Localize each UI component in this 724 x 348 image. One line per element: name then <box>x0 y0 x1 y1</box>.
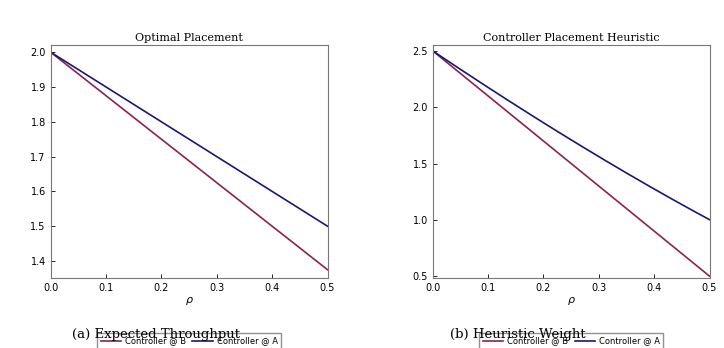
Line: Controller @ A: Controller @ A <box>433 51 710 220</box>
Title: Controller Placement Heuristic: Controller Placement Heuristic <box>483 33 660 43</box>
X-axis label: ρ: ρ <box>185 295 193 304</box>
Controller @ A <box>180 134 188 138</box>
X-axis label: ρ: ρ <box>568 295 575 304</box>
Controller @ B <box>323 268 332 272</box>
Controller @ B <box>211 180 220 184</box>
Controller @ A <box>593 154 602 158</box>
Controller @ A <box>562 135 571 139</box>
Title: Optimal Placement: Optimal Placement <box>135 33 243 43</box>
Line: Controller @ B: Controller @ B <box>51 52 327 270</box>
Controller @ B <box>273 228 282 232</box>
Controller @ A <box>699 214 707 218</box>
Controller @ B <box>196 168 205 172</box>
Controller @ B <box>578 171 587 175</box>
Controller @ A <box>705 218 714 222</box>
Controller @ A <box>655 190 664 194</box>
Controller @ A <box>211 154 220 158</box>
Controller @ A <box>429 49 437 53</box>
Text: (b) Heuristic Weight: (b) Heuristic Weight <box>450 327 586 341</box>
Legend: Controller @ B, Controller @ A: Controller @ B, Controller @ A <box>97 333 281 348</box>
Controller @ A <box>316 220 325 224</box>
Controller @ A <box>46 50 55 54</box>
Controller @ B <box>560 156 568 160</box>
Controller @ A <box>560 134 568 138</box>
Controller @ A <box>178 133 187 137</box>
Controller @ B <box>180 155 188 159</box>
Line: Controller @ A: Controller @ A <box>51 52 327 226</box>
Controller @ B <box>562 157 571 161</box>
Line: Controller @ B: Controller @ B <box>433 51 710 276</box>
Controller @ B <box>316 262 325 267</box>
Controller @ B <box>178 153 187 158</box>
Controller @ A <box>578 145 587 149</box>
Controller @ B <box>705 274 714 278</box>
Legend: Controller @ B, Controller @ A: Controller @ B, Controller @ A <box>479 333 663 348</box>
Controller @ A <box>273 193 282 197</box>
Controller @ B <box>655 234 664 238</box>
Controller @ B <box>699 269 707 273</box>
Controller @ A <box>196 144 205 149</box>
Controller @ A <box>323 224 332 228</box>
Controller @ B <box>593 183 602 187</box>
Controller @ B <box>429 49 437 53</box>
Text: (a) Expected Throughput: (a) Expected Throughput <box>72 327 240 341</box>
Controller @ B <box>46 50 55 54</box>
